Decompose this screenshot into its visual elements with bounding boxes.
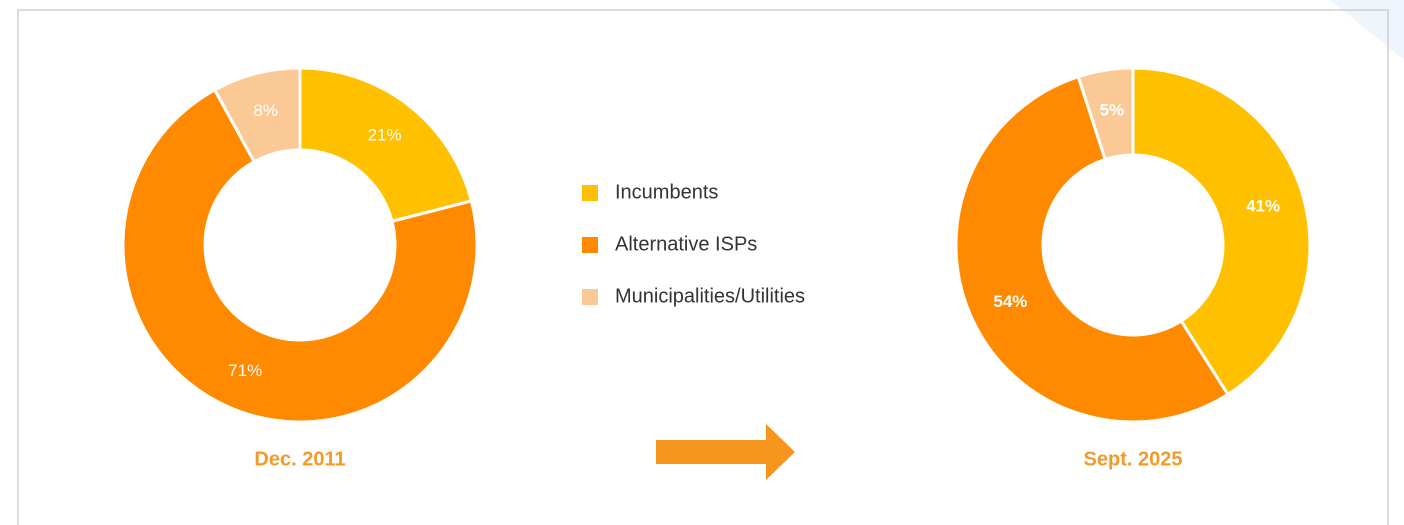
slice-label: 21%	[368, 125, 402, 144]
slice	[121, 87, 479, 424]
arrow	[656, 424, 795, 480]
chart-title: Sept. 2025	[1084, 448, 1183, 470]
legend-text: Municipalities/Utilities	[615, 285, 805, 307]
slice	[1131, 66, 1312, 397]
chart-title: Dec. 2011	[254, 448, 345, 470]
slice	[1076, 66, 1135, 162]
slice-label: 5%	[1100, 101, 1125, 120]
legend-swatch	[582, 185, 598, 201]
legend-text: Alternative ISPs	[615, 233, 757, 255]
slice-label: 41%	[1246, 197, 1280, 216]
decoration	[1330, 0, 1404, 60]
frame	[17, 9, 1389, 525]
slice-label: 54%	[993, 292, 1027, 311]
slice	[298, 66, 474, 224]
slice	[954, 74, 1230, 424]
slice-label: 71%	[228, 361, 262, 380]
slice	[212, 66, 302, 164]
slice-label: 8%	[253, 101, 278, 120]
legend-swatch	[582, 237, 598, 253]
legend-text: Incumbents	[615, 181, 718, 203]
legend-swatch	[582, 289, 598, 305]
